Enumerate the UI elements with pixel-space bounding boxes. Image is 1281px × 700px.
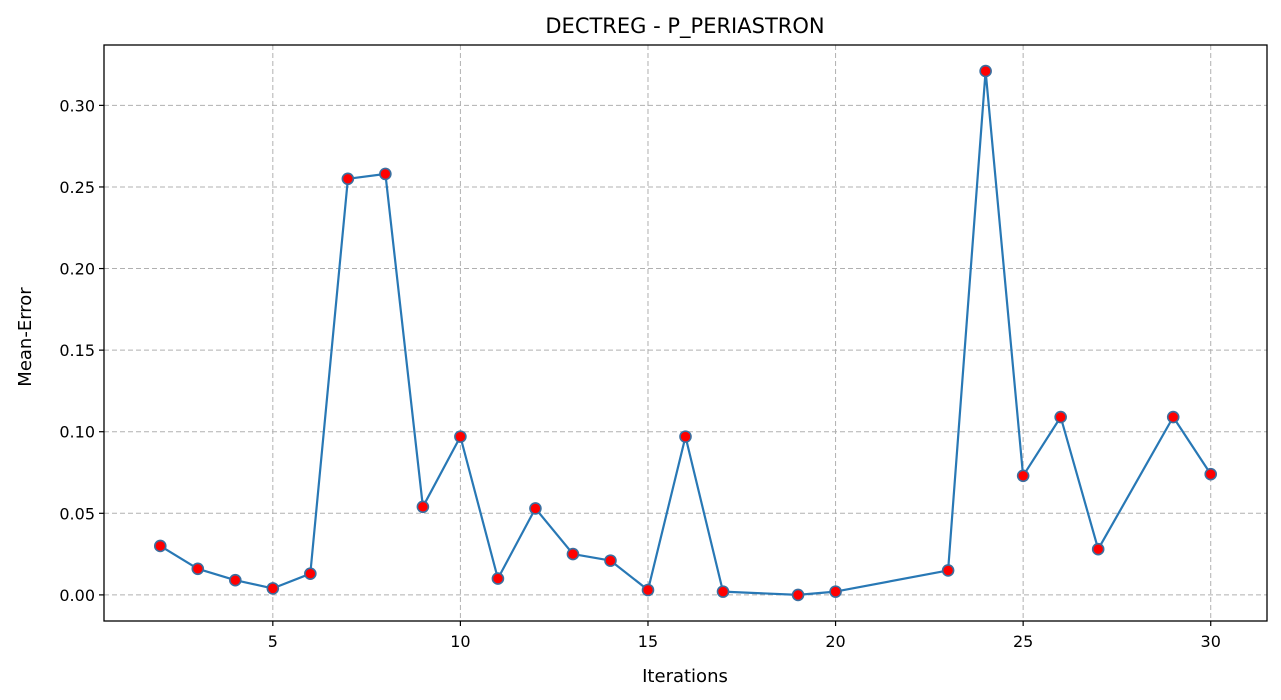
data-point (454, 430, 467, 443)
data-point (941, 564, 955, 577)
y-tick-label: 0.15 (59, 341, 95, 360)
data-point (529, 502, 542, 515)
series-layer (153, 64, 1218, 602)
data-point (604, 554, 617, 567)
data-point (416, 500, 430, 514)
series-line (159, 69, 1212, 597)
x-axis-label: Iterations (642, 666, 728, 687)
x-tick-label: 10 (450, 632, 470, 651)
plot-frame (103, 44, 1268, 622)
chart-title: DECTREG - P_PERIASTRON (545, 14, 824, 39)
data-point (791, 588, 805, 602)
axis-ticks: 5 10 15 20 25 30 0.00 0.05 0.10 0.15 0.20 0.25 0.30 (59, 96, 1221, 651)
y-tick-label: 0.25 (59, 178, 95, 197)
data-point (566, 547, 580, 561)
data-point (304, 567, 317, 580)
y-tick-label: 0.00 (59, 586, 95, 605)
data-point (716, 585, 730, 598)
data-point (153, 539, 167, 553)
y-tick-label: 0.10 (59, 423, 95, 442)
y-tick-label: 0.05 (59, 504, 95, 523)
data-point (229, 573, 242, 587)
x-tick-label: 30 (1201, 632, 1221, 651)
x-tick-label: 5 (268, 632, 278, 651)
data-point (191, 562, 205, 576)
y-tick-label: 0.20 (59, 260, 95, 279)
grid-lines (104, 45, 1267, 621)
data-point (266, 582, 280, 595)
data-point (1054, 410, 1067, 424)
data-point (1166, 410, 1180, 424)
data-point (1091, 542, 1105, 556)
data-point (829, 585, 842, 598)
data-point (679, 430, 692, 443)
x-tick-label: 15 (638, 632, 658, 651)
data-point (379, 167, 392, 181)
x-tick-label: 20 (825, 632, 845, 651)
data-point (1204, 467, 1218, 481)
data-point (1016, 469, 1030, 483)
data-point (641, 583, 655, 597)
data-point (341, 172, 355, 186)
y-tick-label: 0.30 (59, 96, 95, 115)
data-point (491, 572, 505, 585)
x-tick-label: 25 (1013, 632, 1033, 651)
y-axis-label: Mean-Error (15, 287, 36, 387)
data-point (979, 64, 992, 78)
